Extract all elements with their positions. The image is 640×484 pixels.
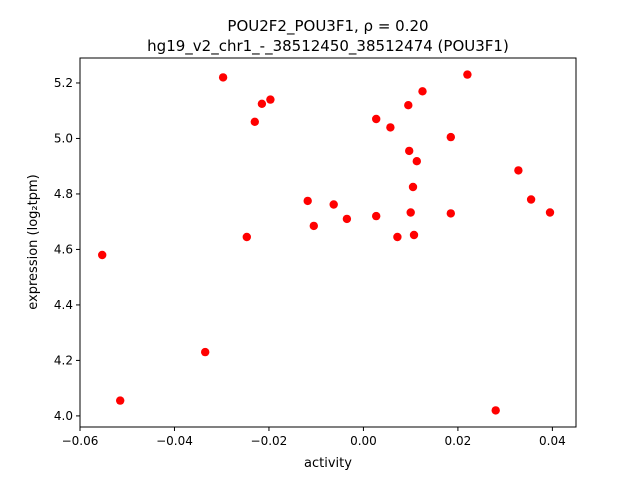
data-point-11 [342, 214, 352, 224]
data-point-12 [372, 114, 381, 124]
y-tick-label: 4.2 [54, 353, 73, 367]
data-point-22 [418, 87, 427, 96]
data-point-13 [372, 211, 381, 221]
data-point-15 [393, 232, 402, 242]
data-point-25 [463, 70, 472, 79]
data-point-14 [386, 123, 395, 132]
chart-title-line1: POU2F2_POU3F1, ρ = 0.20 [227, 17, 428, 36]
data-point-29 [545, 208, 555, 217]
data-point-23 [446, 132, 455, 142]
data-point-8 [303, 196, 312, 206]
data-point-24 [446, 209, 455, 218]
data-point-26 [491, 406, 500, 415]
data-point-18 [406, 208, 415, 217]
y-tick-label: 5.2 [54, 76, 73, 90]
plot-frame [79, 57, 577, 428]
y-axis-label: expression (log₂tpm) [26, 174, 41, 309]
data-point-16 [404, 101, 413, 110]
x-tick-label: −0.04 [156, 434, 193, 448]
data-point-7 [266, 95, 275, 104]
points-layer [98, 70, 555, 415]
data-point-0 [98, 250, 107, 260]
x-tick-label: 0.02 [445, 434, 472, 448]
data-point-9 [309, 221, 318, 231]
data-point-27 [514, 166, 523, 175]
data-point-6 [257, 99, 267, 109]
x-tick-label: −0.02 [251, 434, 288, 448]
y-tick-label: 4.4 [54, 298, 73, 312]
x-axis-label: activity [304, 456, 352, 471]
data-point-2 [201, 347, 210, 357]
data-point-19 [408, 182, 418, 192]
data-point-5 [250, 117, 259, 127]
data-point-1 [116, 396, 125, 405]
y-tick-label: 4.6 [54, 242, 73, 256]
data-point-20 [409, 230, 419, 240]
ticks-layer: −0.06 −0.04 −0.02 0.00 0.02 0.04 4.0 4.2 4.4 4.6 4… [54, 76, 566, 448]
x-tick-label: 0.00 [350, 434, 377, 448]
data-point-17 [405, 146, 414, 156]
data-point-28 [526, 195, 536, 204]
y-tick-label: 5.0 [54, 131, 73, 145]
y-tick-label: 4.0 [54, 409, 73, 423]
data-point-4 [242, 232, 251, 242]
data-point-10 [329, 200, 338, 209]
data-point-21 [412, 157, 421, 166]
x-tick-label: 0.04 [539, 434, 566, 448]
data-point-3 [218, 73, 228, 82]
chart-title-line2: hg19_v2_chr1_-_38512450_38512474 (POU3F1… [147, 37, 509, 56]
y-tick-label: 4.8 [54, 187, 73, 201]
x-tick-label: −0.06 [62, 434, 99, 448]
